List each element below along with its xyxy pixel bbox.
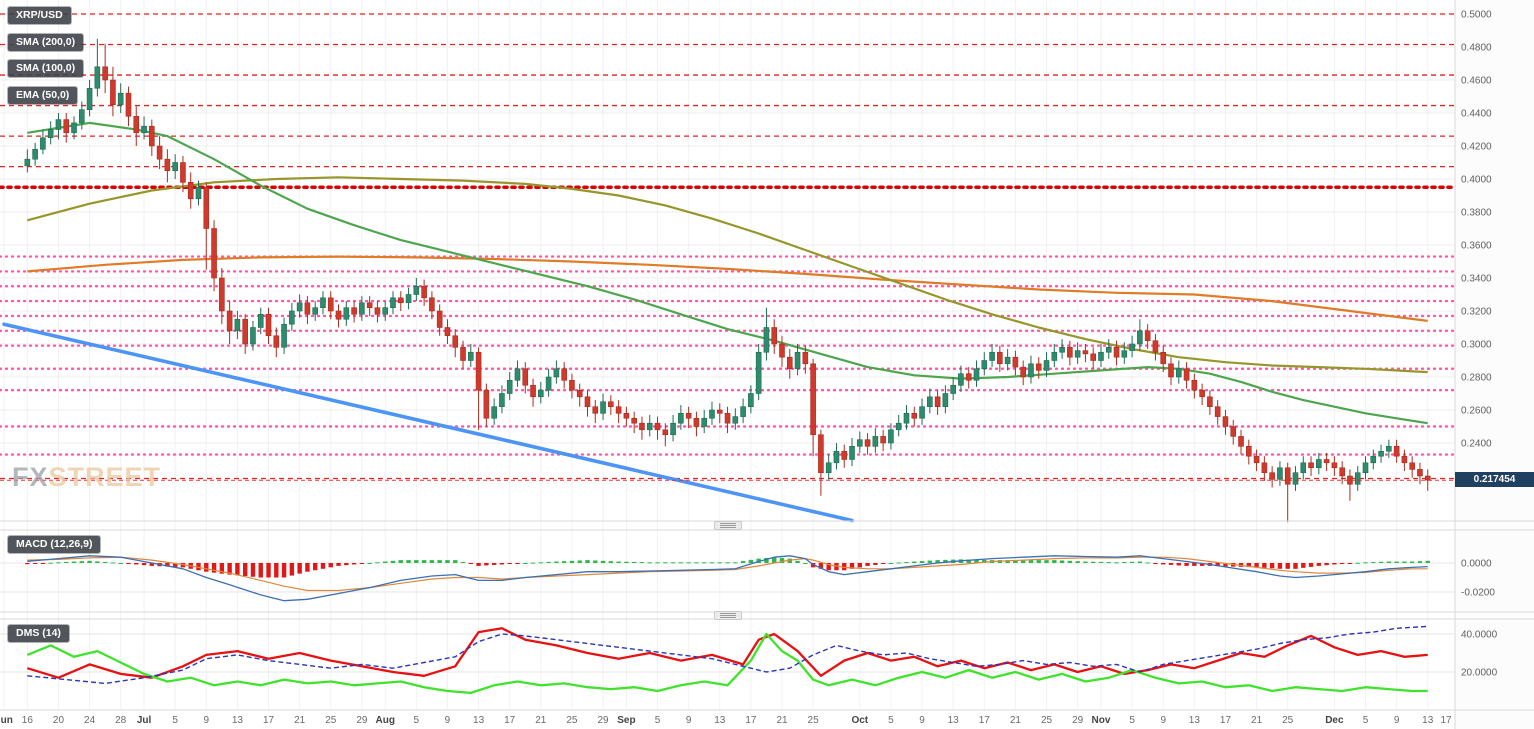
svg-text:13: 13 xyxy=(1189,715,1201,726)
svg-text:0.3400: 0.3400 xyxy=(1461,274,1492,285)
svg-text:25: 25 xyxy=(566,715,578,726)
svg-text:17: 17 xyxy=(979,715,991,726)
indicator-label-sma100[interactable]: SMA (100,0) xyxy=(8,60,84,77)
svg-text:0.3200: 0.3200 xyxy=(1461,307,1492,318)
svg-text:29: 29 xyxy=(1072,715,1084,726)
svg-text:9: 9 xyxy=(445,715,451,726)
svg-text:25: 25 xyxy=(1041,715,1053,726)
grip-lines-icon xyxy=(720,527,736,528)
svg-text:29: 29 xyxy=(597,715,609,726)
svg-text:24: 24 xyxy=(84,715,96,726)
svg-text:20.0000: 20.0000 xyxy=(1461,668,1498,679)
svg-text:0.4600: 0.4600 xyxy=(1461,76,1492,87)
svg-text:Sep: Sep xyxy=(617,715,635,726)
grip-lines-icon xyxy=(720,525,736,526)
svg-text:Nov: Nov xyxy=(1092,715,1111,726)
svg-text:17: 17 xyxy=(263,715,275,726)
svg-text:13: 13 xyxy=(714,715,726,726)
svg-text:0.3800: 0.3800 xyxy=(1461,208,1492,219)
watermark-street-text: STREET xyxy=(48,462,162,492)
grip-lines-icon xyxy=(720,615,736,616)
svg-text:0.4800: 0.4800 xyxy=(1461,43,1492,54)
svg-text:13: 13 xyxy=(948,715,960,726)
svg-text:0.3000: 0.3000 xyxy=(1461,340,1492,351)
grip-lines-icon xyxy=(720,613,736,614)
svg-text:21: 21 xyxy=(535,715,547,726)
svg-text:21: 21 xyxy=(1251,715,1263,726)
svg-text:0.4400: 0.4400 xyxy=(1461,109,1492,120)
svg-text:0.2600: 0.2600 xyxy=(1461,406,1492,417)
svg-text:Jul: Jul xyxy=(137,715,152,726)
svg-text:17: 17 xyxy=(1440,715,1452,726)
svg-text:9: 9 xyxy=(686,715,692,726)
svg-text:17: 17 xyxy=(1220,715,1232,726)
last-price-badge: 0.217454 xyxy=(1455,472,1534,487)
svg-text:0.4200: 0.4200 xyxy=(1461,142,1492,153)
panel-resize-handle-lower[interactable] xyxy=(714,611,742,620)
grip-lines-icon xyxy=(720,523,736,524)
svg-text:40.0000: 40.0000 xyxy=(1461,630,1498,641)
svg-text:9: 9 xyxy=(203,715,209,726)
svg-text:0.3600: 0.3600 xyxy=(1461,241,1492,252)
svg-text:Aug: Aug xyxy=(375,715,394,726)
fxstreet-watermark: FXSTREET xyxy=(12,462,161,493)
svg-text:21: 21 xyxy=(294,715,306,726)
svg-text:25: 25 xyxy=(1282,715,1294,726)
svg-text:0.5000: 0.5000 xyxy=(1461,10,1492,21)
svg-text:Jun: Jun xyxy=(0,715,13,726)
svg-text:25: 25 xyxy=(808,715,820,726)
svg-text:29: 29 xyxy=(356,715,368,726)
svg-text:9: 9 xyxy=(919,715,925,726)
svg-text:25: 25 xyxy=(325,715,337,726)
svg-text:13: 13 xyxy=(1422,715,1434,726)
svg-text:21: 21 xyxy=(1010,715,1022,726)
svg-text:0.2800: 0.2800 xyxy=(1461,373,1492,384)
svg-text:20: 20 xyxy=(53,715,65,726)
svg-text:5: 5 xyxy=(1363,715,1369,726)
svg-text:0.0000: 0.0000 xyxy=(1461,559,1492,570)
watermark-fx-text: FX xyxy=(12,462,49,492)
svg-text:17: 17 xyxy=(504,715,516,726)
svg-text:0.4000: 0.4000 xyxy=(1461,175,1492,186)
indicator-label-ema50[interactable]: EMA (50,0) xyxy=(8,87,78,104)
svg-text:21: 21 xyxy=(776,715,788,726)
svg-text:9: 9 xyxy=(1394,715,1400,726)
svg-text:0.2400: 0.2400 xyxy=(1461,439,1492,450)
panel-resize-handle-upper[interactable] xyxy=(714,521,742,530)
indicator-label-dms[interactable]: DMS (14) xyxy=(8,625,69,642)
symbol-label[interactable]: XRP/USD xyxy=(8,7,71,24)
svg-text:Oct: Oct xyxy=(851,715,868,726)
svg-text:-0.0200: -0.0200 xyxy=(1461,588,1495,599)
svg-text:5: 5 xyxy=(172,715,178,726)
svg-text:9: 9 xyxy=(1160,715,1166,726)
grip-lines-icon xyxy=(720,617,736,618)
svg-text:5: 5 xyxy=(888,715,894,726)
svg-text:13: 13 xyxy=(232,715,244,726)
svg-text:5: 5 xyxy=(414,715,420,726)
indicator-label-macd[interactable]: MACD (12,26,9) xyxy=(8,536,101,553)
svg-text:17: 17 xyxy=(745,715,757,726)
svg-text:5: 5 xyxy=(655,715,661,726)
svg-text:Dec: Dec xyxy=(1325,715,1344,726)
svg-text:13: 13 xyxy=(473,715,485,726)
svg-text:5: 5 xyxy=(1129,715,1135,726)
svg-text:28: 28 xyxy=(115,715,127,726)
indicator-label-sma200[interactable]: SMA (200,0) xyxy=(8,34,84,51)
svg-text:16: 16 xyxy=(22,715,34,726)
